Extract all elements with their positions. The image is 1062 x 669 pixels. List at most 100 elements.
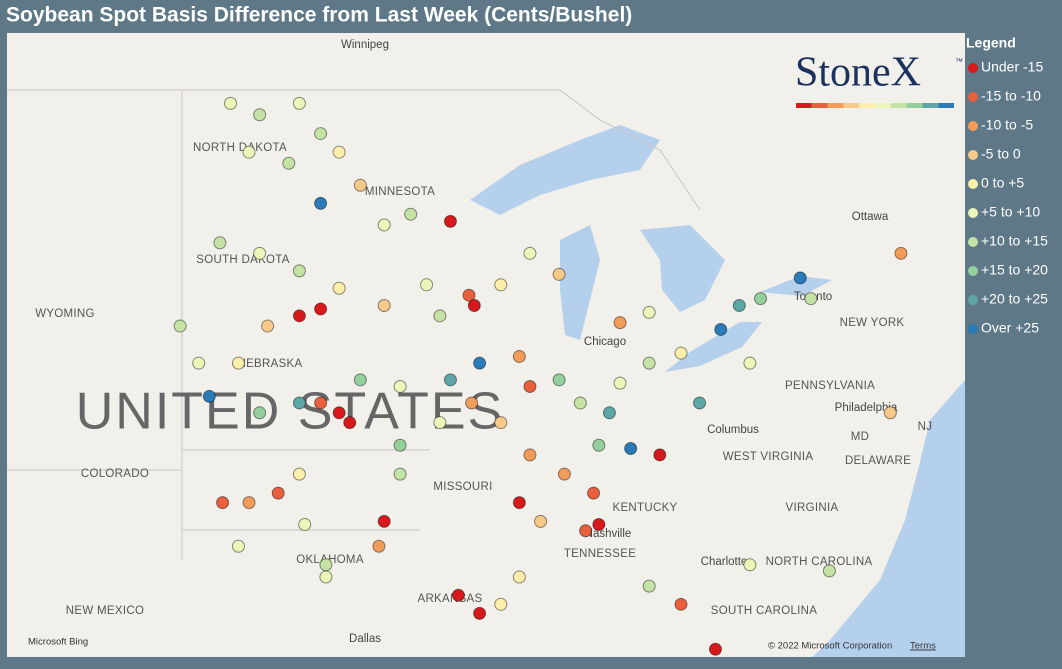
elevator-point (393, 467, 407, 481)
elevator-point (743, 558, 757, 572)
logo-stripe (859, 103, 875, 108)
elevator-point (592, 518, 606, 532)
elevator-point (552, 267, 566, 281)
elevator-point (732, 299, 746, 313)
elevator-point (343, 416, 357, 430)
legend-label: +10 to +15 (981, 233, 1048, 249)
elevator-point (512, 349, 526, 363)
elevator-point (298, 518, 312, 532)
place-label: Nashville (585, 528, 632, 540)
elevator-point (653, 448, 667, 462)
legend-label: -5 to 0 (981, 146, 1021, 162)
elevator-point (224, 96, 237, 110)
elevator-point (883, 406, 897, 420)
elevator-point (393, 438, 407, 452)
elevator-point (642, 305, 656, 319)
elevator-point (433, 309, 447, 323)
place-label: Dallas (349, 633, 381, 645)
elevator-point (292, 264, 306, 278)
logo-stripe (938, 103, 954, 108)
elevator-point (754, 292, 767, 306)
elevator-point (216, 496, 230, 510)
elevator-point (465, 396, 479, 410)
elevator-point (314, 396, 328, 410)
elevator-point (523, 379, 537, 393)
elevator-point (332, 406, 346, 420)
legend-swatch (968, 324, 978, 334)
elevator-point (393, 379, 407, 393)
elevator-point (173, 319, 187, 333)
elevator-point (512, 570, 526, 584)
place-label: Philadelphia (835, 402, 898, 414)
elevator-point (261, 319, 275, 333)
logo-stripe (890, 103, 907, 108)
elevator-point (420, 278, 434, 292)
elevator-point (642, 579, 656, 593)
elevator-point (473, 606, 487, 620)
legend-swatch (968, 237, 978, 247)
elevator-point (613, 316, 627, 330)
place-label: DELAWARE (845, 455, 911, 467)
place-label: ARKANSAS (417, 593, 482, 605)
place-label: KENTUCKY (612, 502, 677, 514)
elevator-point (534, 514, 548, 528)
elevator-point (332, 145, 346, 159)
elevator-point (822, 564, 836, 578)
elevator-point (433, 416, 447, 430)
attribution: © 2022 Microsoft Corporation (768, 641, 892, 652)
place-label: Chicago (584, 336, 626, 348)
elevator-point (494, 416, 508, 430)
elevator-point (314, 196, 328, 210)
elevator-point (253, 406, 267, 420)
place-label: COLORADO (81, 468, 149, 480)
elevator-point (372, 539, 386, 553)
elevator-point (292, 396, 306, 410)
place-label: MINNESOTA (365, 186, 435, 198)
map-background (7, 33, 965, 657)
elevator-point (231, 356, 245, 370)
elevator-point (451, 588, 465, 602)
terms-link[interactable]: Terms (910, 641, 936, 652)
place-label: WEST VIRGINIA (723, 451, 814, 463)
elevator-point (353, 373, 367, 387)
elevator-point (467, 299, 481, 313)
elevator-point (314, 302, 328, 316)
elevator-point (292, 309, 306, 323)
elevator-point (587, 486, 601, 500)
legend-label: Under -15 (981, 59, 1043, 75)
legend-label: +15 to +20 (981, 262, 1048, 278)
legend-label: -15 to -10 (981, 88, 1041, 104)
elevator-point (674, 597, 688, 611)
elevator-point (242, 145, 256, 159)
elevator-point (793, 271, 807, 285)
elevator-point (292, 467, 306, 481)
elevator-point (693, 396, 707, 410)
logo: StoneX ™ (790, 50, 963, 114)
place-label: MISSOURI (433, 481, 492, 493)
elevator-point (443, 214, 457, 228)
place-label: WYOMING (35, 308, 95, 320)
place-label: VIRGINIA (786, 502, 839, 514)
elevator-point (494, 278, 508, 292)
legend-swatch (968, 150, 978, 160)
logo-stripe (796, 103, 812, 108)
legend-title: Legend (966, 35, 1016, 51)
logo-stripe (811, 103, 828, 108)
elevator-point (377, 514, 391, 528)
elevator-point (192, 356, 206, 370)
map[interactable]: Winnipeg NORTH DAKOTA MINNESOTA SOUTH DAKOT… (7, 33, 965, 669)
legend-swatch (968, 179, 978, 189)
water (470, 125, 965, 657)
legend-swatch (968, 92, 978, 102)
elevator-point (573, 396, 587, 410)
place-label: OKLAHOMA (296, 554, 364, 566)
elevator-point (592, 438, 606, 452)
elevator-point (714, 322, 728, 336)
place-label: UNITED STATES (76, 383, 505, 441)
elevator-point (319, 558, 333, 572)
place-label: MD (851, 431, 870, 443)
legend-label: 0 to +5 (981, 175, 1024, 191)
elevator-point (743, 356, 757, 370)
place-label: Winnipeg (341, 39, 389, 51)
